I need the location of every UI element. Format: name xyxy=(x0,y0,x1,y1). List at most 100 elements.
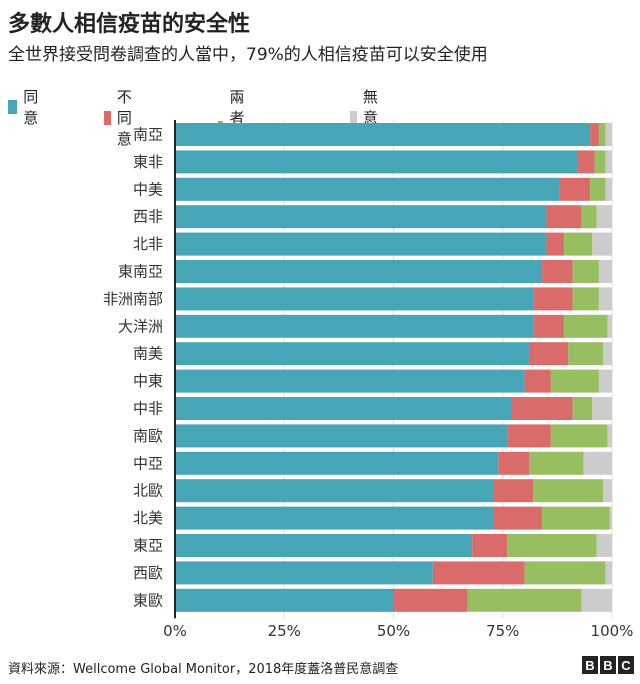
bar-segment xyxy=(432,561,525,585)
bar-segment xyxy=(603,342,612,366)
category-label: 中亞 xyxy=(133,454,163,472)
bar-segment xyxy=(494,479,534,503)
legend-swatch-no-opinion xyxy=(350,110,357,125)
bar-segment xyxy=(175,451,499,475)
bar-segment xyxy=(528,342,569,366)
bar-segment xyxy=(175,150,578,174)
bar-segment xyxy=(568,342,604,366)
legend-label-agree: 同意 xyxy=(23,88,39,127)
x-tick-label: 75% xyxy=(486,622,519,640)
category-label: 中美 xyxy=(133,180,163,198)
bar-segment xyxy=(546,232,564,256)
category-label: 東非 xyxy=(133,153,163,171)
bbc-logo-letter: B xyxy=(600,656,616,674)
bar-segment xyxy=(175,369,525,393)
bar-segment xyxy=(605,177,612,201)
bar-segment xyxy=(175,205,547,229)
category-label: 中東 xyxy=(133,372,163,390)
bar-segment xyxy=(175,314,534,338)
legend-item-disagree: 不同意 xyxy=(104,86,139,149)
bar-segment xyxy=(605,123,612,146)
bar-segment xyxy=(583,451,612,475)
bar-segment xyxy=(175,424,508,448)
bar-segment xyxy=(596,205,612,229)
legend-swatch-disagree xyxy=(104,110,111,125)
bar-segment xyxy=(175,397,512,420)
bar-segment xyxy=(592,232,612,256)
bar-segment xyxy=(590,177,606,201)
legend-label-disagree: 不同意 xyxy=(116,88,132,148)
bar-segment xyxy=(590,123,599,146)
bar-segment xyxy=(594,150,606,174)
bbc-logo: B B C xyxy=(582,656,634,674)
x-tick-label: 50% xyxy=(377,622,410,640)
bar-segment xyxy=(542,506,610,530)
category-label: 南歐 xyxy=(133,427,163,445)
bar-segment xyxy=(550,424,608,448)
bar-segment xyxy=(175,479,495,503)
category-label: 北美 xyxy=(133,509,163,527)
category-label: 南亞 xyxy=(133,126,163,144)
bar-segment xyxy=(592,397,612,420)
bar-segment xyxy=(605,150,612,174)
bar-segment xyxy=(494,506,543,530)
category-label: 北非 xyxy=(133,235,163,253)
bbc-logo-letter: B xyxy=(582,656,598,674)
bar-segment xyxy=(175,342,529,366)
category-label: 中非 xyxy=(133,400,163,418)
bar-segment xyxy=(175,260,543,283)
bar-segment xyxy=(563,314,608,338)
legend-swatch-agree xyxy=(8,100,18,114)
bar-segment xyxy=(609,506,612,530)
bar-segment xyxy=(533,287,573,311)
bar-segment xyxy=(596,534,612,557)
x-tick-label: 25% xyxy=(268,622,301,640)
bar-segment xyxy=(607,314,612,338)
bar-segment xyxy=(175,561,433,585)
category-label: 東歐 xyxy=(133,591,163,609)
bar-segment xyxy=(581,588,612,612)
bar-segment xyxy=(524,561,606,585)
category-label: 北歐 xyxy=(133,482,163,500)
bar-segment xyxy=(572,397,593,420)
x-tick-label: 100% xyxy=(591,622,634,640)
bar-segment xyxy=(563,232,593,256)
category-label: 西非 xyxy=(133,208,163,226)
bar-segment xyxy=(598,123,606,146)
x-tick-label: 0% xyxy=(163,622,187,640)
category-label: 東亞 xyxy=(133,537,163,555)
bar-segment xyxy=(507,534,597,557)
bar-segment xyxy=(607,424,612,448)
bar-segment xyxy=(533,479,604,503)
bar-segment xyxy=(467,588,582,612)
chart-subtitle: 全世界接受問卷調查的人當中，79%的人相信疫苗可以安全使用 xyxy=(8,45,488,65)
bar-segment xyxy=(175,123,591,146)
bar-segment xyxy=(533,314,564,338)
chart-title: 多數人相信疫苗的安全性 xyxy=(8,12,251,37)
bar-segment xyxy=(507,424,551,448)
bbc-logo-letter: C xyxy=(618,656,634,674)
category-label: 大洋洲 xyxy=(118,317,163,335)
category-label: 東南亞 xyxy=(118,263,163,281)
bar-segment xyxy=(528,451,584,475)
bar-segment xyxy=(572,260,599,283)
bar-segment xyxy=(598,369,612,393)
category-label: 南美 xyxy=(133,345,163,363)
bar-segment xyxy=(511,397,573,420)
bar-segment xyxy=(175,287,534,311)
bar-segment xyxy=(542,260,573,283)
bar-segment xyxy=(603,479,612,503)
bar-segment xyxy=(524,369,551,393)
bar-segment xyxy=(175,588,394,612)
bar-segment xyxy=(175,177,560,201)
source-note: 資料來源：Wellcome Global Monitor，2018年度蓋洛普民意… xyxy=(8,662,399,677)
stacked-bar-chart: 0% 25% 50% 75% 100% 南亞東非中美西非北非東南亞非洲南部大洋洲南美中東中… xyxy=(103,120,634,640)
bar-segment xyxy=(546,205,582,229)
bar-segment xyxy=(472,534,508,557)
bar-segment xyxy=(175,232,547,256)
bar-segment xyxy=(581,205,597,229)
bar-segment xyxy=(393,588,468,612)
bar-segment xyxy=(572,287,599,311)
bar-segment xyxy=(175,534,473,557)
bar-segment xyxy=(550,369,599,393)
